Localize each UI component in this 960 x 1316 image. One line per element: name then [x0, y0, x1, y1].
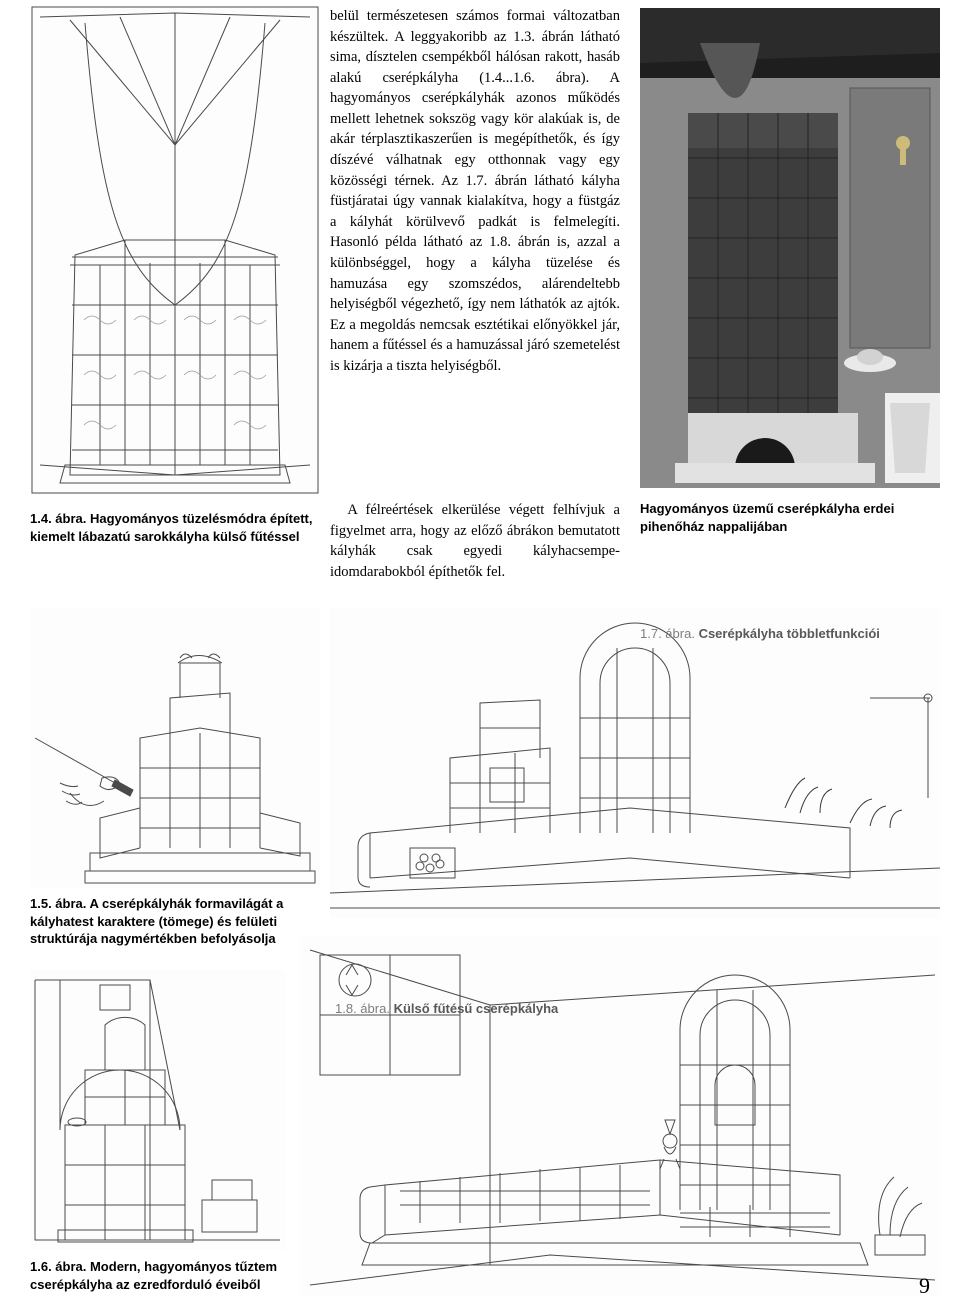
caption-1-7: 1.7. ábra. Cserépkályha többletfunkciói — [640, 625, 880, 643]
photo-stove-interior — [640, 8, 940, 488]
fig-1-7-illustration — [330, 608, 940, 918]
fig-1-8-illustration — [300, 935, 940, 1295]
body-text-2: A félreértések elkerülése végett felhívj… — [330, 500, 620, 582]
fig-1-4-illustration — [30, 5, 320, 495]
body-text: belül természetesen számos formai változ… — [330, 6, 620, 376]
fig-1-5-illustration — [30, 608, 320, 888]
body-text-1: belül természetesen számos formai változ… — [330, 8, 620, 374]
caption-1-4: 1.4. ábra. Hagyományos tüzelésmódra épít… — [30, 510, 320, 545]
caption-photo: Hagyományos üzemű cserépkályha erdei pih… — [640, 500, 940, 535]
caption-1-8: 1.8. ábra. Külső fűtésű cserépkályha — [335, 1000, 558, 1018]
caption-1-6: 1.6. ábra. Modern, hagyományos tűztem cs… — [30, 1258, 320, 1293]
page-number: 9 — [919, 1271, 930, 1301]
caption-1-5: 1.5. ábra. A cserépkályhák formavilágát … — [30, 895, 320, 948]
fig-1-6-illustration — [30, 970, 285, 1250]
